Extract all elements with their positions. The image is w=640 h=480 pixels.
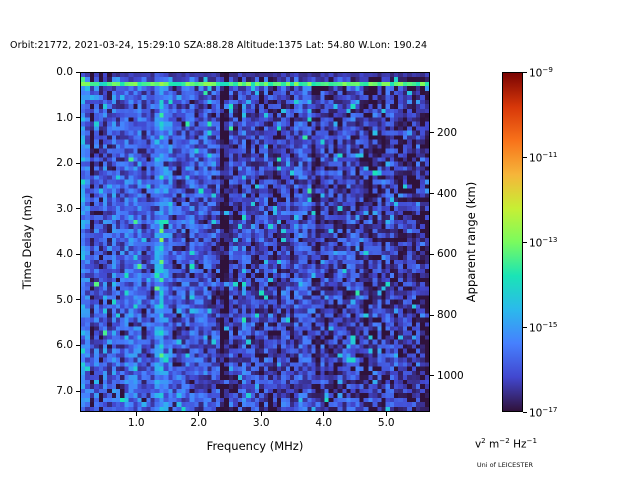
colorbar-tick-label: 10−9	[529, 64, 553, 80]
y-tick-mark	[76, 71, 80, 73]
right-axis-label: Apparent range (km)	[464, 181, 478, 303]
y2-tick-label: 200	[437, 126, 458, 139]
x-tick-label: 5.0	[377, 417, 395, 429]
y2-tick-mark	[430, 314, 434, 316]
colorbar-tick-mark	[523, 326, 527, 328]
y2-tick-label: 800	[437, 309, 458, 322]
colorbar-tick-label: 10−17	[529, 404, 558, 420]
y2-tick-mark	[430, 132, 434, 134]
y-tick-label: 3.0	[56, 202, 73, 215]
x-tick-mark	[198, 412, 200, 416]
credit-text: Uni of LEICESTER	[476, 461, 533, 469]
y-tick-label: 4.0	[56, 248, 73, 261]
colorbar-unit-label: v2 m−2 Hz−1	[474, 436, 538, 451]
colorbar-tick-mark	[523, 411, 527, 413]
y-tick-mark	[76, 299, 80, 301]
plot-area	[80, 72, 430, 412]
x-tick-label: 3.0	[252, 417, 270, 429]
x-tick-mark	[260, 412, 262, 416]
x-axis-label: Frequency (MHz)	[206, 439, 304, 453]
x-tick-label: 2.0	[190, 417, 208, 429]
y-tick-mark	[76, 253, 80, 255]
colorbar	[502, 72, 523, 412]
y2-tick-mark	[430, 193, 434, 195]
y2-tick-mark	[430, 375, 434, 377]
x-tick-mark	[323, 412, 325, 416]
colorbar-tick-mark	[523, 241, 527, 243]
y-tick-mark	[76, 208, 80, 210]
colorbar-tick-mark	[523, 156, 527, 158]
y-tick-label: 2.0	[56, 157, 73, 170]
y-tick-mark	[76, 344, 80, 346]
colorbar-tick-label: 10−11	[529, 149, 558, 165]
plot-title: Orbit:21772, 2021-03-24, 15:29:10 SZA:88…	[10, 40, 428, 51]
y-tick-label: 7.0	[56, 385, 73, 398]
y-tick-mark	[76, 162, 80, 164]
y-axis-label: Time Delay (ms)	[20, 194, 34, 290]
spectrogram-canvas	[81, 73, 429, 411]
colorbar-tick-mark	[523, 71, 527, 73]
y-tick-mark	[76, 390, 80, 392]
y2-tick-label: 1000	[437, 369, 464, 382]
x-tick-mark	[135, 412, 137, 416]
y-tick-label: 0.0	[56, 66, 73, 78]
y-tick-label: 5.0	[56, 293, 73, 306]
colorbar-tick-label: 10−13	[529, 234, 558, 250]
x-tick-mark	[385, 412, 387, 416]
x-tick-label: 4.0	[315, 417, 333, 429]
y2-tick-label: 600	[437, 248, 458, 261]
y2-tick-label: 400	[437, 187, 458, 200]
x-tick-label: 1.0	[127, 417, 145, 429]
y2-tick-mark	[430, 253, 434, 255]
y-tick-mark	[76, 117, 80, 119]
y-tick-label: 6.0	[56, 339, 73, 352]
colorbar-tick-label: 10−15	[529, 319, 558, 335]
y-tick-label: 1.0	[56, 111, 73, 124]
